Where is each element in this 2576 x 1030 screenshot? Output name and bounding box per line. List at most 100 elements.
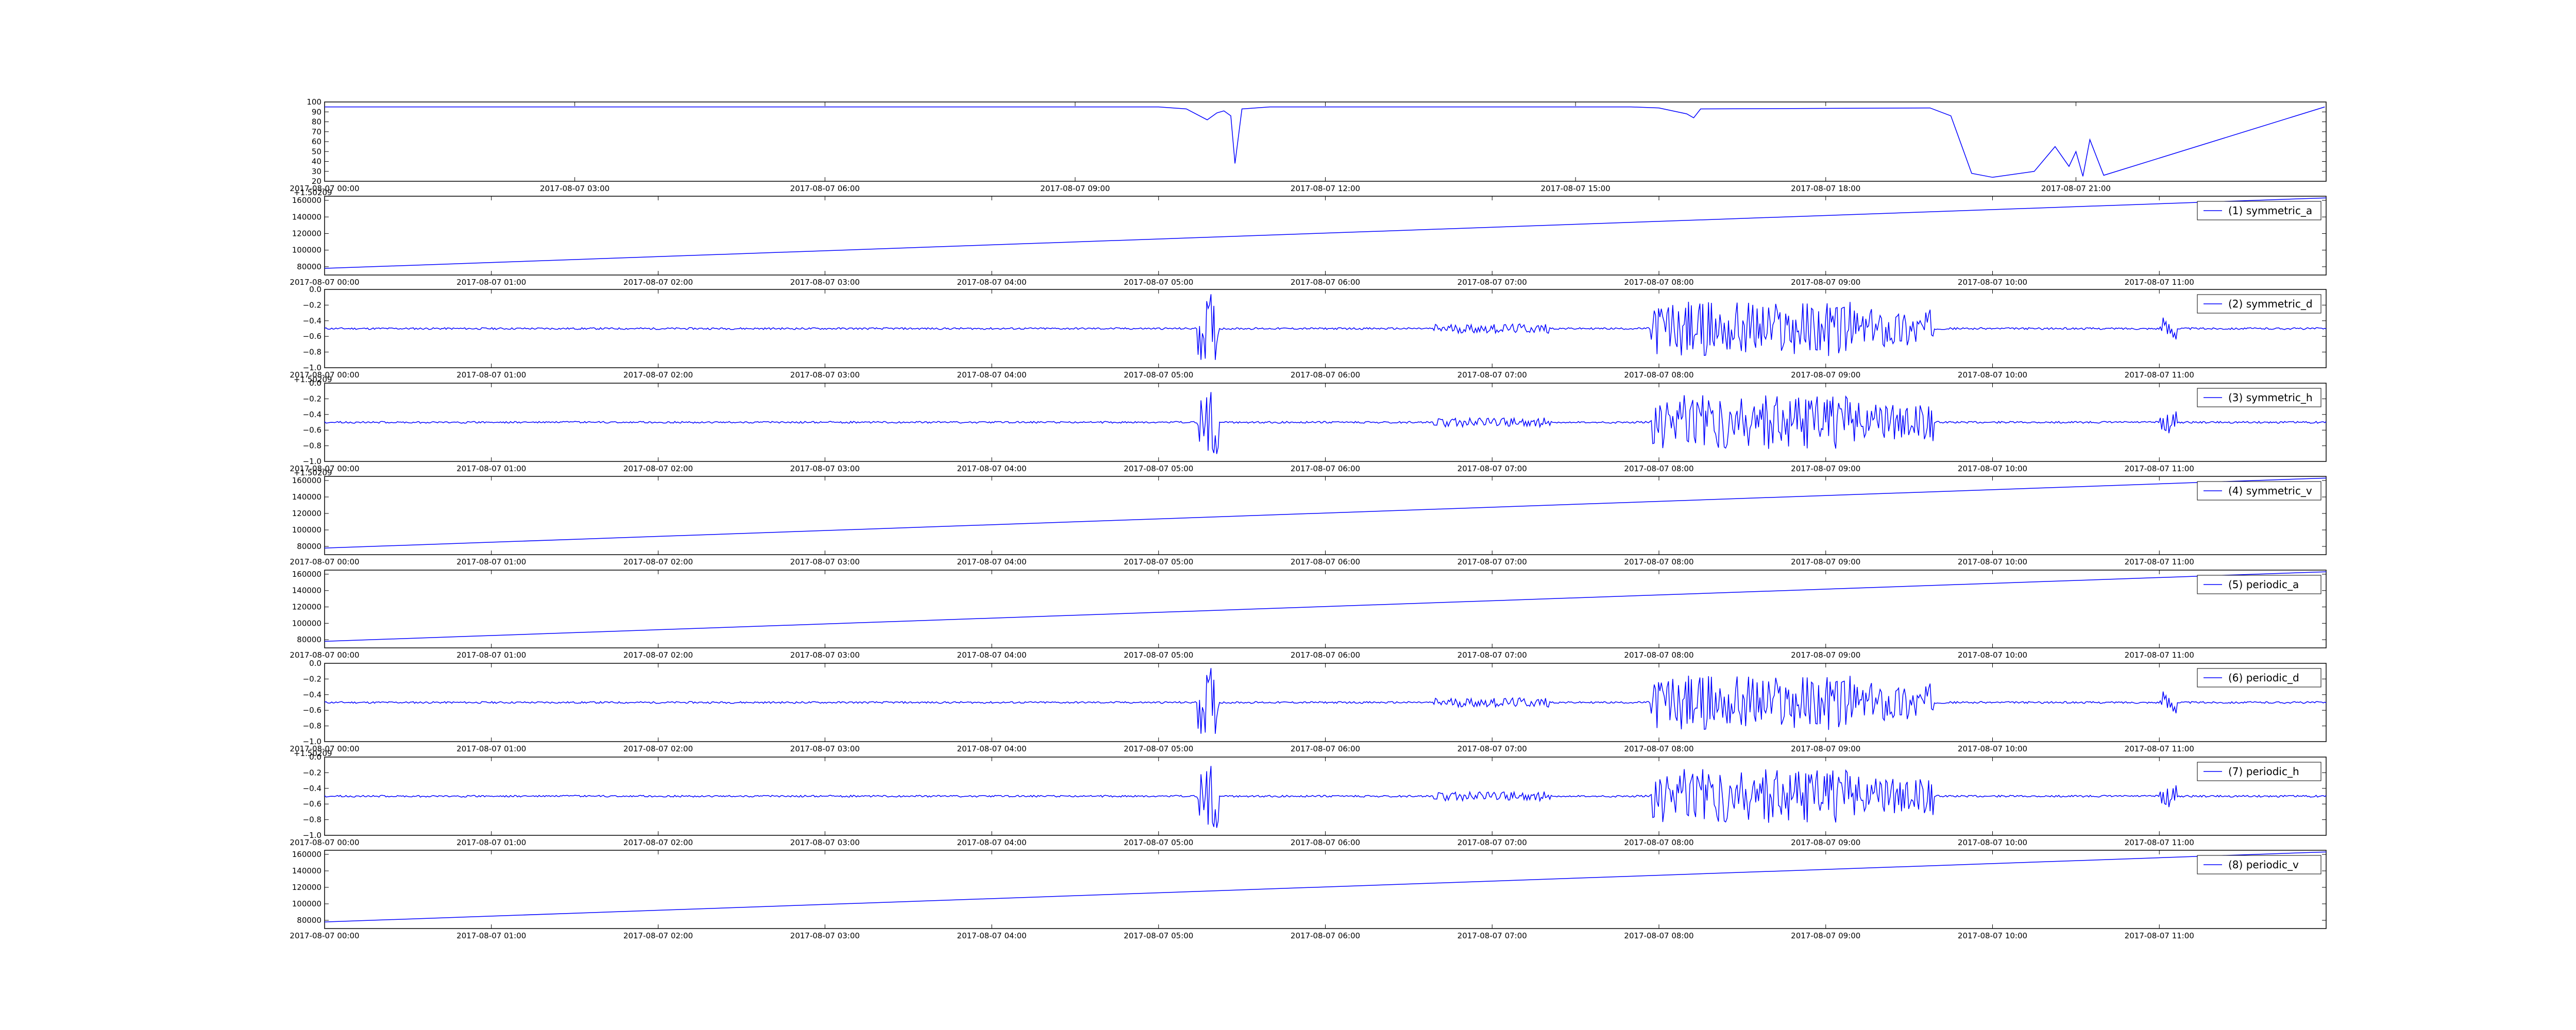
- x-tick-label: 2017-08-07 15:00: [1541, 184, 1611, 193]
- x-tick-label: 2017-08-07 08:00: [1624, 464, 1693, 473]
- legend-label: (2) symmetric_d: [2228, 298, 2313, 310]
- y-tick-label: 80000: [297, 542, 321, 551]
- y-tick-label: 30: [312, 167, 321, 176]
- x-tick-label: 2017-08-07 02:00: [623, 278, 693, 287]
- series-line: [325, 106, 2325, 178]
- legend-label: (7) periodic_h: [2228, 765, 2299, 778]
- axis-offset-text: +1.50209: [294, 468, 332, 477]
- series-line: [324, 668, 2327, 734]
- x-tick-label: 2017-08-07 06:00: [790, 184, 860, 193]
- axes-frame: [324, 850, 2327, 929]
- legend-label: (8) periodic_v: [2228, 859, 2299, 871]
- y-tick-label: −0.2: [303, 768, 321, 777]
- x-tick-label: 2017-08-07 10:00: [1958, 744, 2027, 753]
- y-tick-label: 40: [312, 157, 321, 166]
- series-line: [324, 477, 2327, 548]
- x-tick-label: 2017-08-07 03:00: [790, 464, 860, 473]
- x-tick-label: 2017-08-07 09:00: [1791, 464, 1860, 473]
- y-tick-label: 70: [312, 127, 321, 136]
- x-tick-label: 2017-08-07 10:00: [1958, 464, 2027, 473]
- y-tick-label: 50: [312, 147, 321, 156]
- series-line: [324, 766, 2327, 828]
- legend-label: (1) symmetric_a: [2228, 204, 2312, 217]
- x-tick-label: 2017-08-07 06:00: [1291, 278, 1360, 287]
- x-tick-label: 2017-08-07 05:00: [1124, 744, 1193, 753]
- x-tick-label: 2017-08-07 11:00: [2125, 838, 2194, 847]
- y-tick-label: 60: [312, 137, 321, 146]
- x-tick-label: 2017-08-07 10:00: [1958, 278, 2027, 287]
- x-tick-label: 2017-08-07 08:00: [1624, 744, 1693, 753]
- x-tick-label: 2017-08-07 02:00: [623, 370, 693, 380]
- legend: (7) periodic_h: [2197, 762, 2321, 781]
- y-tick-label: 160000: [292, 570, 321, 579]
- y-tick-label: −0.6: [303, 425, 321, 435]
- x-tick-label: 2017-08-07 08:00: [1624, 557, 1693, 566]
- y-tick-label: 120000: [292, 229, 321, 238]
- x-tick-label: 2017-08-07 21:00: [2041, 184, 2111, 193]
- x-tick-label: 2017-08-07 03:00: [790, 931, 860, 940]
- x-tick-label: 2017-08-07 01:00: [456, 744, 526, 753]
- x-tick-label: 2017-08-07 04:00: [957, 650, 1026, 660]
- x-tick-label: 2017-08-07 01:00: [456, 557, 526, 566]
- x-tick-label: 2017-08-07 04:00: [957, 370, 1026, 380]
- axis-offset-text: +1.50209: [294, 749, 332, 758]
- x-tick-label: 2017-08-07 04:00: [957, 557, 1026, 566]
- y-tick-label: 0.0: [309, 285, 321, 294]
- x-tick-label: 2017-08-07 12:00: [1291, 184, 1360, 193]
- x-tick-label: 2017-08-07 08:00: [1624, 370, 1693, 380]
- x-tick-label: 2017-08-07 02:00: [623, 464, 693, 473]
- y-tick-label: 0.0: [309, 379, 321, 388]
- y-tick-label: 80000: [297, 262, 321, 271]
- y-tick-label: −0.4: [303, 690, 321, 699]
- legend: (1) symmetric_a: [2197, 201, 2321, 220]
- chart-panel-9: 80000 100000 120000 140000 160000 2017-08-07 …: [290, 850, 2327, 940]
- x-tick-label: 2017-08-07 07:00: [1458, 370, 1527, 380]
- x-tick-label: 2017-08-07 10:00: [1958, 650, 2027, 660]
- y-tick-label: 120000: [292, 509, 321, 518]
- axes-frame: [324, 476, 2327, 555]
- x-tick-label: 2017-08-07 02:00: [623, 650, 693, 660]
- series-line: [324, 851, 2327, 922]
- x-tick-label: 2017-08-07 03:00: [790, 278, 860, 287]
- x-tick-label: 2017-08-07 04:00: [957, 744, 1026, 753]
- y-tick-label: −0.8: [303, 348, 321, 357]
- y-tick-label: −0.2: [303, 674, 321, 683]
- x-tick-label: 2017-08-07 06:00: [1291, 838, 1360, 847]
- series-line: [324, 197, 2327, 269]
- x-tick-label: 2017-08-07 07:00: [1458, 464, 1527, 473]
- x-tick-label: 2017-08-07 09:00: [1791, 744, 1860, 753]
- x-tick-label: 2017-08-07 10:00: [1958, 931, 2027, 940]
- x-tick-label: 2017-08-07 05:00: [1124, 838, 1193, 847]
- x-tick-label: 2017-08-07 03:00: [790, 557, 860, 566]
- x-tick-label: 2017-08-07 07:00: [1458, 838, 1527, 847]
- x-tick-label: 2017-08-07 06:00: [1291, 744, 1360, 753]
- x-tick-label: 2017-08-07 08:00: [1624, 650, 1693, 660]
- x-tick-label: 2017-08-07 08:00: [1624, 931, 1693, 940]
- y-tick-label: −0.6: [303, 706, 321, 715]
- chart-panel-6: 80000 100000 120000 140000 160000 2017-08-07 …: [290, 570, 2327, 660]
- y-tick-label: −1.0: [303, 831, 321, 840]
- x-tick-label: 2017-08-07 11:00: [2125, 278, 2194, 287]
- x-tick-label: 2017-08-07 04:00: [957, 838, 1026, 847]
- y-tick-label: 160000: [292, 196, 321, 205]
- y-tick-label: 20: [312, 177, 321, 186]
- axes-frame: [324, 101, 2327, 182]
- y-tick-label: −0.6: [303, 332, 321, 341]
- x-tick-label: 2017-08-07 09:00: [1040, 184, 1110, 193]
- x-tick-label: 2017-08-07 05:00: [1124, 370, 1193, 380]
- x-tick-label: 2017-08-07 10:00: [1958, 557, 2027, 566]
- x-tick-label: 2017-08-07 00:00: [290, 557, 359, 566]
- chart-panel-3: −1.0 −0.8 −0.6 −0.4 −0.2 0.0 2017-08-07 00:00 2…: [290, 285, 2327, 380]
- x-tick-label: 2017-08-07 08:00: [1624, 838, 1693, 847]
- x-tick-label: 2017-08-07 07:00: [1458, 744, 1527, 753]
- y-tick-label: −0.4: [303, 410, 321, 419]
- x-tick-label: 2017-08-07 05:00: [1124, 557, 1193, 566]
- legend: (5) periodic_a: [2197, 575, 2321, 594]
- chart-panel-8: −1.0 −0.8 −0.6 −0.4 −0.2 0.0 2017-08-07 00:00 2…: [290, 749, 2327, 847]
- y-tick-label: −1.0: [303, 457, 321, 466]
- x-tick-label: 2017-08-07 00:00: [290, 278, 359, 287]
- x-tick-label: 2017-08-07 02:00: [623, 931, 693, 940]
- y-tick-label: 100000: [292, 899, 321, 908]
- x-tick-label: 2017-08-07 00:00: [290, 744, 359, 753]
- y-tick-label: −0.8: [303, 441, 321, 451]
